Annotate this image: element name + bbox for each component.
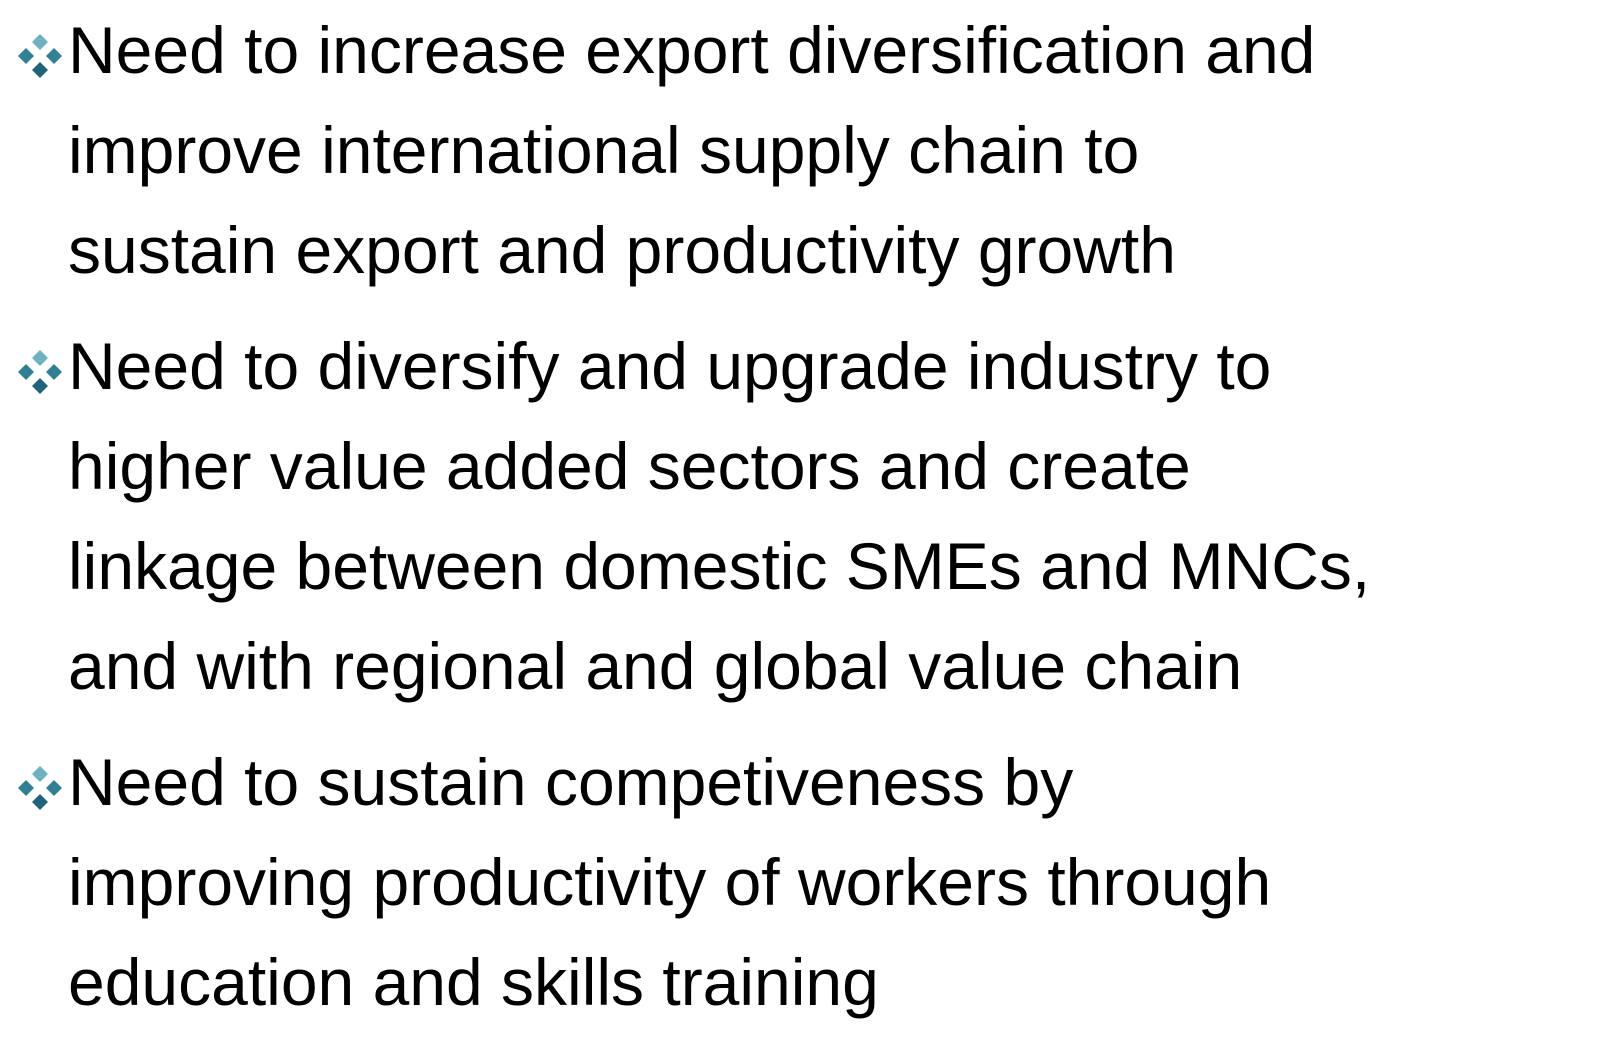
bullet-text-line: Need to sustain competiveness by: [68, 745, 1074, 819]
bullet-icon: [18, 34, 62, 78]
bullet-text-line: Need to increase export diversification …: [68, 13, 1316, 87]
bullet-text-line: Need to diversify and upgrade industry t…: [68, 329, 1272, 403]
bullet-text-line: higher value added sectors and create: [68, 429, 1191, 503]
bullet-text-line: education and skills training: [68, 945, 879, 1019]
bullet-text-line: linkage between domestic SMEs and MNCs,: [68, 529, 1371, 603]
bullet-text-line: and with regional and global value chain: [68, 629, 1243, 703]
bullet-text-line: improve international supply chain to: [68, 113, 1140, 187]
bullet-icon: [18, 350, 62, 394]
bullet-icon: [18, 766, 62, 810]
bullet-text-line: sustain export and productivity growth: [68, 213, 1176, 287]
bullet-text-line: improving productivity of workers throug…: [68, 845, 1272, 919]
